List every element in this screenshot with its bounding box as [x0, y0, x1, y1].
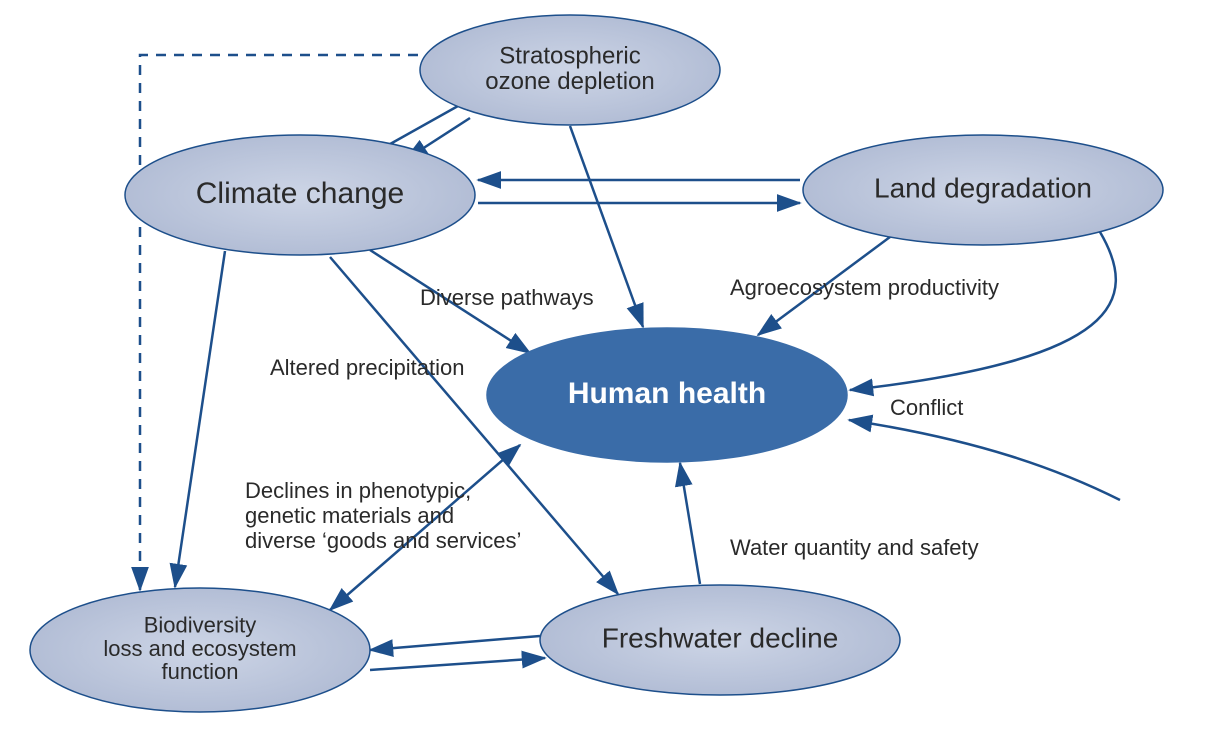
node-ozone-label: Stratospheric: [499, 43, 640, 70]
node-climate-label: Climate change: [196, 177, 404, 210]
edge-label-declines2: genetic materials and: [245, 503, 454, 528]
diagram-canvas: Stratosphericozone depletion Climate chan…: [0, 0, 1220, 754]
node-biodiversity-label: Biodiversity: [144, 613, 256, 638]
node-land: Land degradation: [803, 135, 1163, 245]
edge-label-conflict: Conflict: [890, 395, 963, 420]
node-biodiversity-label: function: [161, 659, 238, 684]
edge-conflict-health: [849, 420, 1120, 500]
edge-label-diverse_pathways: Diverse pathways: [420, 285, 594, 310]
edge-fresh-biodiv-a: [370, 636, 540, 650]
node-land-label: Land degradation: [874, 172, 1092, 203]
edge-fresh-health: [680, 463, 700, 584]
node-health-label: Human health: [568, 377, 766, 410]
node-ozone-label: ozone depletion: [485, 68, 654, 95]
node-health: Human health: [487, 328, 847, 462]
edge-label-altered_precip: Altered precipitation: [270, 355, 464, 380]
node-climate: Climate change: [125, 135, 475, 255]
node-biodiversity: Biodiversityloss and ecosystemfunction: [30, 588, 370, 712]
edge-label-declines3: diverse ‘goods and services’: [245, 528, 521, 553]
edge-biodiv-fresh-a: [370, 658, 545, 670]
edge-land-health-curve: [850, 232, 1116, 390]
edge-label-declines1: Declines in phenotypic,: [245, 478, 471, 503]
nodes-layer: Stratosphericozone depletion Climate chan…: [30, 15, 1163, 712]
edge-climate-biodiv: [175, 251, 225, 587]
node-ozone: Stratosphericozone depletion: [420, 15, 720, 125]
node-freshwater-label: Freshwater decline: [602, 622, 839, 653]
node-biodiversity-label: loss and ecosystem: [103, 636, 296, 661]
edge-label-agro: Agroecosystem productivity: [730, 275, 999, 300]
node-freshwater: Freshwater decline: [540, 585, 900, 695]
edge-label-water_qs: Water quantity and safety: [730, 535, 979, 560]
